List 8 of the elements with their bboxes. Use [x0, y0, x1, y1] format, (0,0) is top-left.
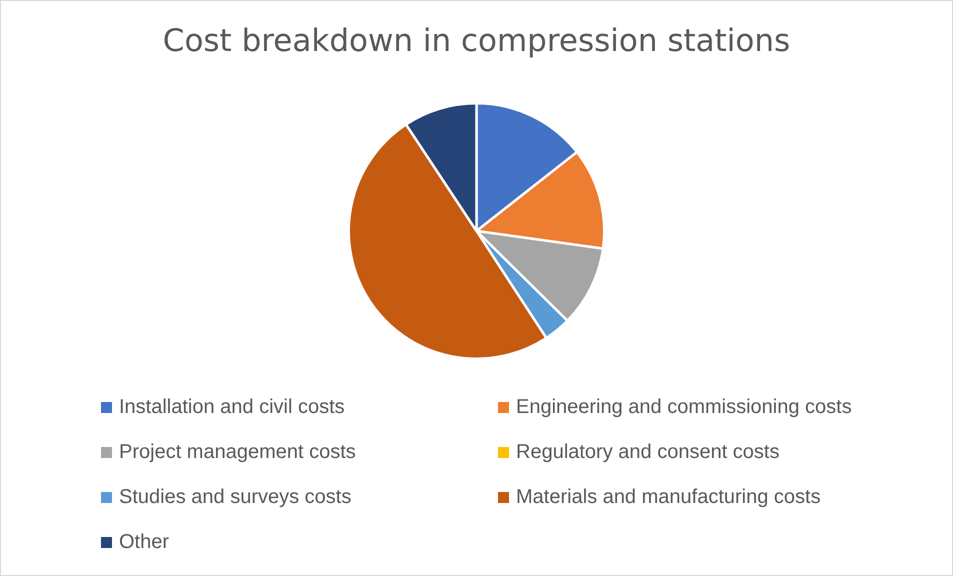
legend-label: Project management costs [119, 441, 356, 464]
legend-label: Studies and surveys costs [119, 486, 352, 509]
legend-label: Engineering and commissioning costs [516, 396, 852, 419]
legend-label: Materials and manufacturing costs [516, 486, 821, 509]
legend-label: Regulatory and consent costs [516, 441, 780, 464]
legend-label: Installation and civil costs [119, 396, 345, 419]
chart-title: Cost breakdown in compression stations [162, 23, 792, 59]
legend-label: Other [119, 531, 170, 554]
